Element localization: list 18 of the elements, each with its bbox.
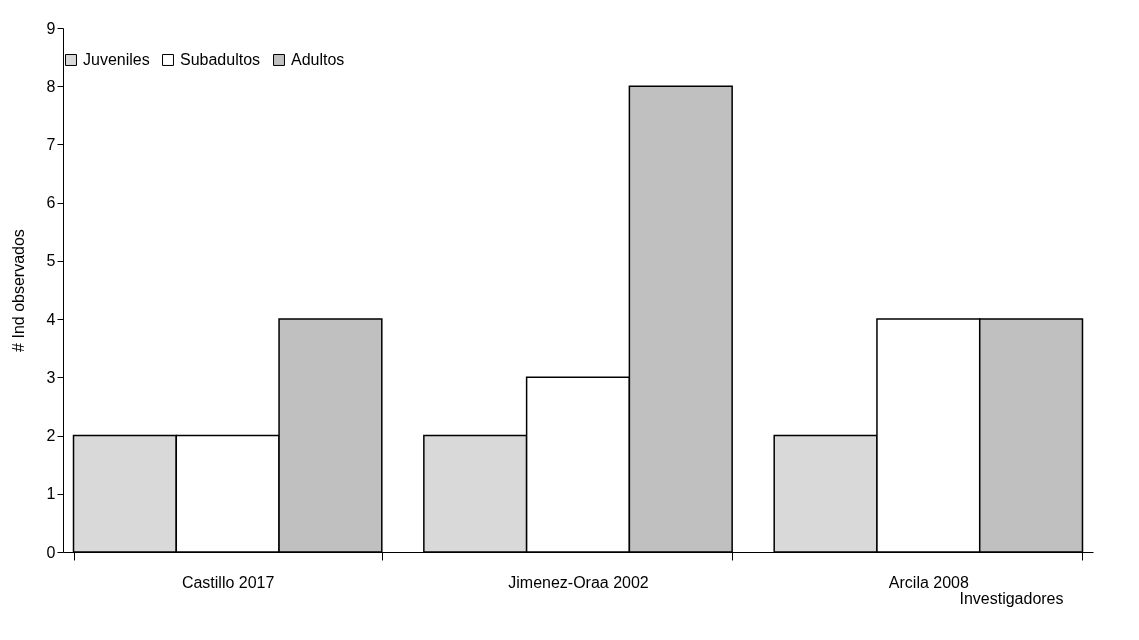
- y-tick-label: 5: [46, 252, 56, 270]
- x-tick-label: Castillo 2017: [181, 573, 275, 591]
- y-tick-label: 7: [46, 135, 56, 153]
- x-axis-title: Investigadores: [959, 589, 1064, 607]
- y-tick-label: 9: [46, 19, 56, 37]
- y-axis-title: # Ind observados: [9, 229, 27, 352]
- x-tick-label: Arcila 2008: [888, 573, 969, 591]
- y-tick-label: 3: [46, 368, 56, 386]
- y-tick-label: 4: [46, 310, 56, 328]
- legend-label: Juveniles: [83, 51, 150, 68]
- legend-label: Adultos: [291, 51, 345, 68]
- y-tick-label: 6: [46, 194, 56, 212]
- y-tick-label: 2: [46, 427, 56, 445]
- y-tick-label: 8: [46, 77, 56, 95]
- x-tick-label: Jimenez-Oraa 2002: [508, 573, 649, 591]
- legend-label: Subadultos: [180, 51, 261, 68]
- y-tick-label: 1: [46, 485, 56, 503]
- y-tick-label: 0: [46, 543, 56, 561]
